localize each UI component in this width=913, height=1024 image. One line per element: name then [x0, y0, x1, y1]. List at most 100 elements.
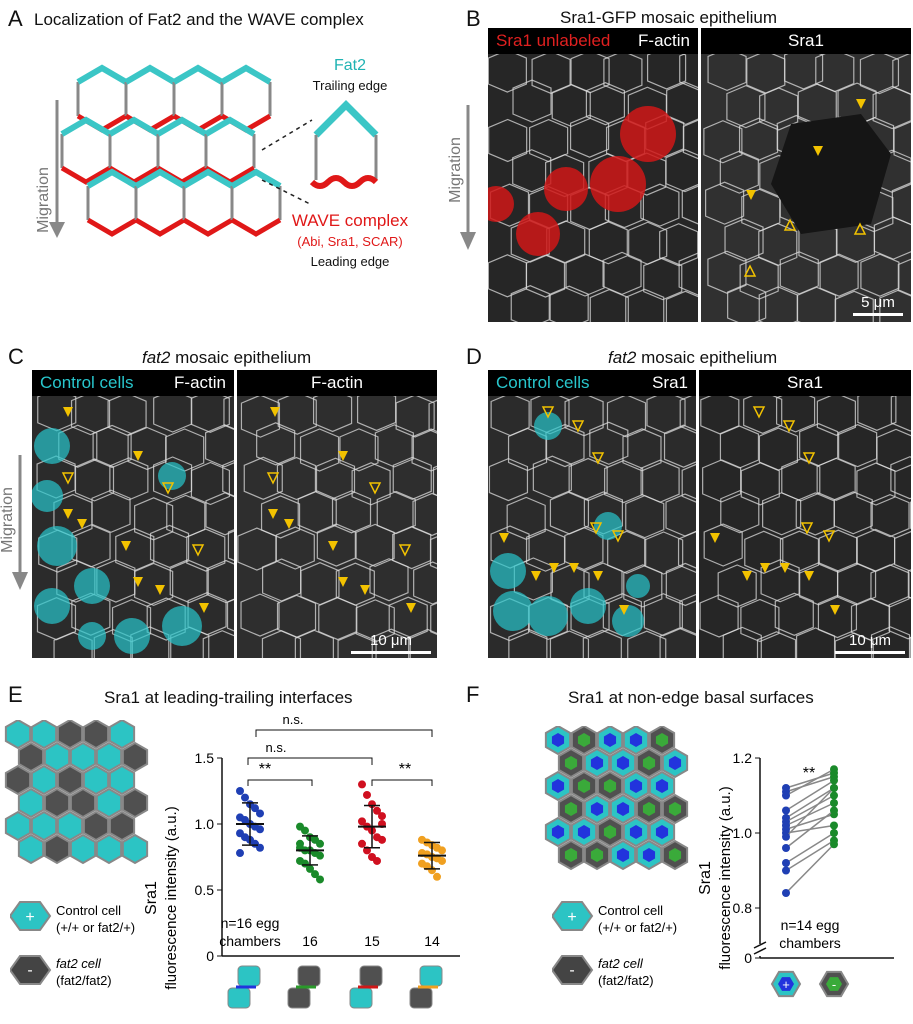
cell-outline: [890, 456, 911, 500]
arrowhead-open: [591, 452, 605, 465]
cell-outline: [870, 626, 911, 658]
schematic-hex: [30, 764, 58, 796]
chart-e-n-label: 15: [364, 933, 380, 949]
chart-e-point: [311, 870, 319, 879]
arrowhead-filled: [804, 571, 814, 581]
chart-f-ytick-label: 0.8: [733, 900, 753, 916]
hex-leading-edge: [182, 217, 234, 237]
cell-outline: [860, 253, 900, 297]
chart-f-pair-line: [785, 787, 835, 819]
cell-outline: [243, 456, 283, 500]
schematic-hex: [30, 720, 58, 750]
arrowhead-filled: [710, 533, 720, 543]
arrowhead-filled: [77, 519, 87, 529]
chart-f-n-label: n=14 egg: [781, 917, 840, 933]
cell-outline: [275, 526, 315, 570]
schematic-hex-inner: [590, 802, 604, 816]
schematic-hex: [108, 764, 136, 796]
legend-control-f: Control cell: [598, 903, 663, 918]
cell-outline: [205, 492, 234, 536]
cell-outline: [681, 183, 698, 225]
cell-outline: [625, 494, 665, 539]
chart-e-ytick-label: 1.0: [195, 816, 215, 832]
cell-outline: [529, 118, 569, 163]
cell-outline: [93, 628, 133, 658]
bar-c-left: Control cells F-actin: [32, 370, 234, 396]
bar-b-left: Sra1 unlabeled F-actin: [488, 28, 698, 54]
chart-f-pair-line: [785, 772, 835, 789]
cell-outline: [834, 290, 874, 322]
wave-complex-label: WAVE complex: [292, 211, 409, 230]
chart-f-pair-line: [785, 839, 835, 872]
cell-outline: [775, 396, 816, 433]
arrowhead-open: [61, 472, 75, 485]
legend-fat2-geno-e: (fat2/fat2): [56, 973, 112, 988]
chart-f-n-label: chambers: [779, 935, 840, 951]
schematic-hex: [82, 720, 110, 750]
bar-d-right: Sra1: [699, 370, 911, 396]
cell-outline: [838, 423, 878, 468]
legend-fat2-geno-f: (fat2/fat2): [598, 973, 654, 988]
cell-outline: [893, 121, 911, 163]
arrowhead-open: [800, 522, 814, 535]
cell-outline: [665, 290, 698, 322]
chart-e-point: [241, 793, 249, 802]
schematic-hex-inner: [590, 756, 604, 770]
chart-f-point-fat2: [830, 829, 838, 837]
cell-outline: [799, 423, 839, 467]
chart-f-point-fat2: [830, 821, 838, 830]
schematic-hex-inner: [668, 848, 682, 862]
zoom-line-bottom: [261, 179, 313, 206]
chart-f-point-fat2: [830, 840, 838, 849]
arrowhead-open: [589, 522, 603, 535]
schematic-hex-inner: [616, 802, 630, 816]
cell-outline: [719, 150, 759, 194]
panel-a-diagram: Migration Fat2 Trailing edge WAVE comple…: [35, 57, 409, 269]
cell-outline: [169, 559, 209, 604]
chart-e-point: [256, 809, 264, 818]
schematic-hex: [95, 787, 123, 819]
chart-f-axis-break: [753, 947, 767, 955]
cell-outline: [312, 396, 353, 433]
arrowhead-filled: [549, 563, 559, 573]
cell-outline: [665, 562, 696, 607]
cell-outline: [127, 426, 167, 471]
chart-e-ytick-label: 0: [206, 948, 214, 964]
legend-fat2-e: fat2 cell: [56, 956, 102, 971]
scale-bar-b: 5 μm: [853, 294, 903, 316]
leading-edge-label: Leading edge: [311, 254, 390, 269]
schematic-hex-inner: [616, 848, 630, 862]
image-d-left: [488, 396, 696, 658]
schematic-hex-inner: [603, 779, 617, 793]
image-d-right: 10 μm: [699, 396, 911, 658]
cell-outline: [604, 459, 644, 504]
cell-outline: [643, 256, 683, 301]
schematic-hex-inner: [642, 802, 656, 816]
schematic-hex-inner: [564, 848, 578, 862]
cell-outline: [374, 424, 414, 468]
schematic-hex: [121, 833, 149, 865]
schematic-hex: [4, 720, 32, 750]
arrowhead-open: [191, 544, 205, 557]
panel-letter-e: E: [8, 682, 23, 707]
cell-outline: [758, 427, 799, 471]
arrowhead-filled: [155, 585, 165, 595]
cell-outline: [429, 536, 437, 569]
chart-e-point: [316, 839, 324, 848]
chart-f-ytick-label: 0: [744, 950, 752, 966]
fat2-label: Fat2: [334, 57, 366, 74]
cell-outline: [512, 79, 552, 123]
chart-e-point: [358, 839, 366, 848]
arrowhead-filled: [619, 605, 629, 615]
arrowhead-filled: [328, 541, 338, 551]
cell-outline: [335, 562, 375, 606]
chart-e: Sra1 fluorescence intensity (a.u.) 0 0.5 1…: [143, 712, 460, 1009]
chart-e-icon-top: [237, 965, 261, 987]
cell-outline: [525, 254, 566, 298]
cell-outline: [226, 598, 234, 632]
svg-text:-: -: [27, 962, 32, 979]
schematic-hex-inner: [577, 733, 591, 747]
arrow-head-a: [49, 222, 65, 238]
panel-d-title: fat2 mosaic epithelium: [608, 348, 778, 367]
cell-outline: [549, 491, 590, 535]
